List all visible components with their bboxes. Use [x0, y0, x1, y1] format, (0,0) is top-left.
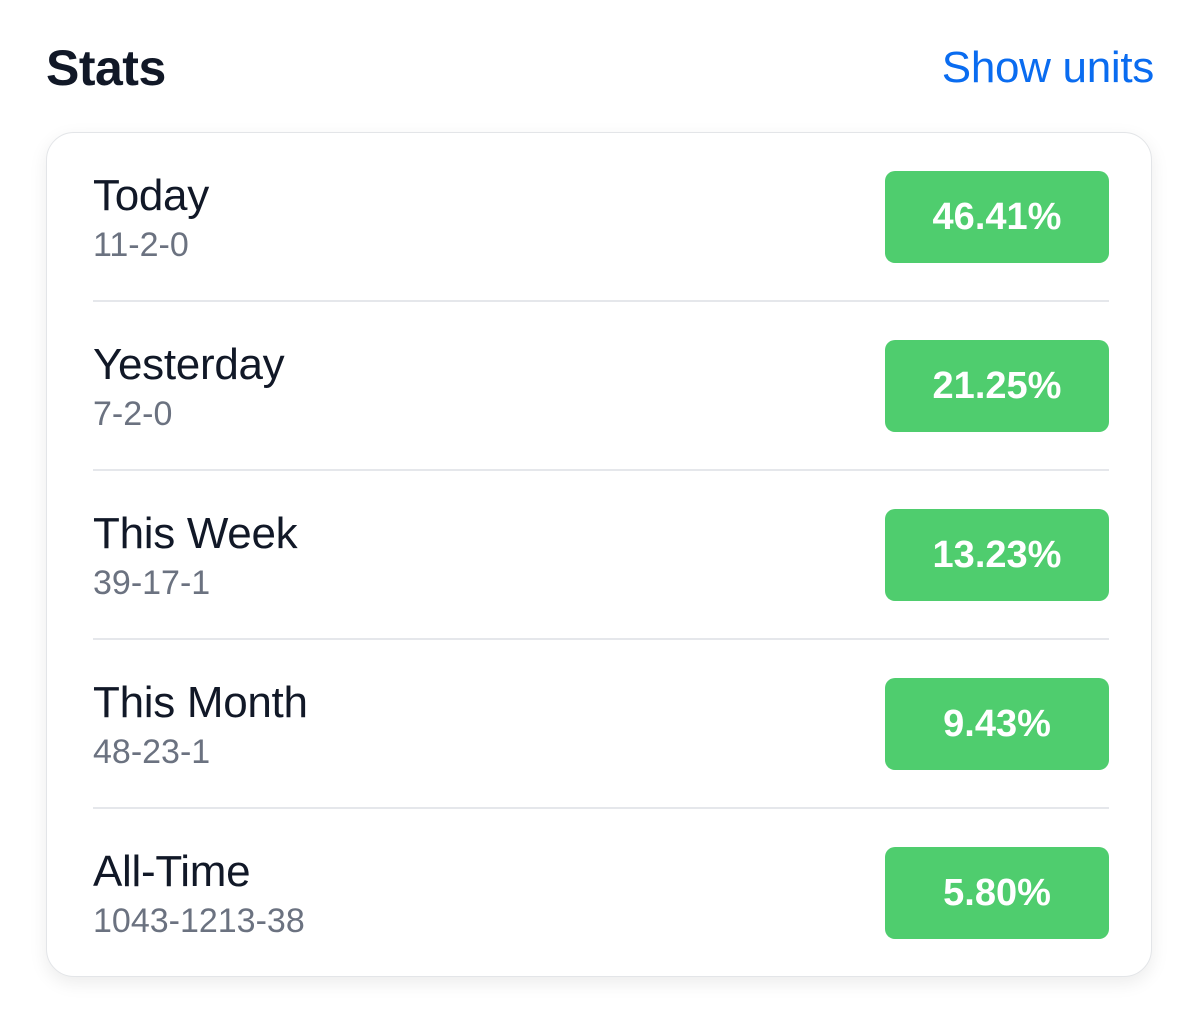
- stat-row-today: Today 11-2-0 46.41%: [93, 133, 1109, 302]
- stat-period-label: This Week: [93, 509, 298, 558]
- stat-row-all-time: All-Time 1043-1213-38 5.80%: [93, 809, 1109, 978]
- stats-card: Today 11-2-0 46.41% Yesterday 7-2-0 21.2…: [46, 132, 1152, 977]
- stat-row-this-week: This Week 39-17-1 13.23%: [93, 471, 1109, 640]
- stat-row-this-month: This Month 48-23-1 9.43%: [93, 640, 1109, 809]
- stat-record: 39-17-1: [93, 564, 211, 602]
- row-divider: [93, 469, 1109, 471]
- stat-percent-badge[interactable]: 21.25%: [885, 340, 1109, 432]
- stat-percent-badge[interactable]: 5.80%: [885, 847, 1109, 939]
- stat-record: 1043-1213-38: [93, 902, 305, 940]
- stat-record: 7-2-0: [93, 395, 173, 433]
- stat-period-label: All-Time: [93, 847, 251, 896]
- stat-percent-badge[interactable]: 46.41%: [885, 171, 1109, 263]
- stats-header: Stats Show units: [46, 36, 1154, 100]
- row-divider: [93, 807, 1109, 809]
- stat-period-label: This Month: [93, 678, 308, 727]
- page-title: Stats: [46, 40, 166, 96]
- stat-record: 11-2-0: [93, 226, 189, 264]
- stat-percent-badge[interactable]: 9.43%: [885, 678, 1109, 770]
- stat-record: 48-23-1: [93, 733, 211, 771]
- stat-period-label: Yesterday: [93, 340, 285, 389]
- row-divider: [93, 300, 1109, 302]
- show-units-button[interactable]: Show units: [941, 43, 1155, 92]
- stat-row-yesterday: Yesterday 7-2-0 21.25%: [93, 302, 1109, 471]
- stat-percent-badge[interactable]: 13.23%: [885, 509, 1109, 601]
- stat-period-label: Today: [93, 171, 209, 220]
- row-divider: [93, 638, 1109, 640]
